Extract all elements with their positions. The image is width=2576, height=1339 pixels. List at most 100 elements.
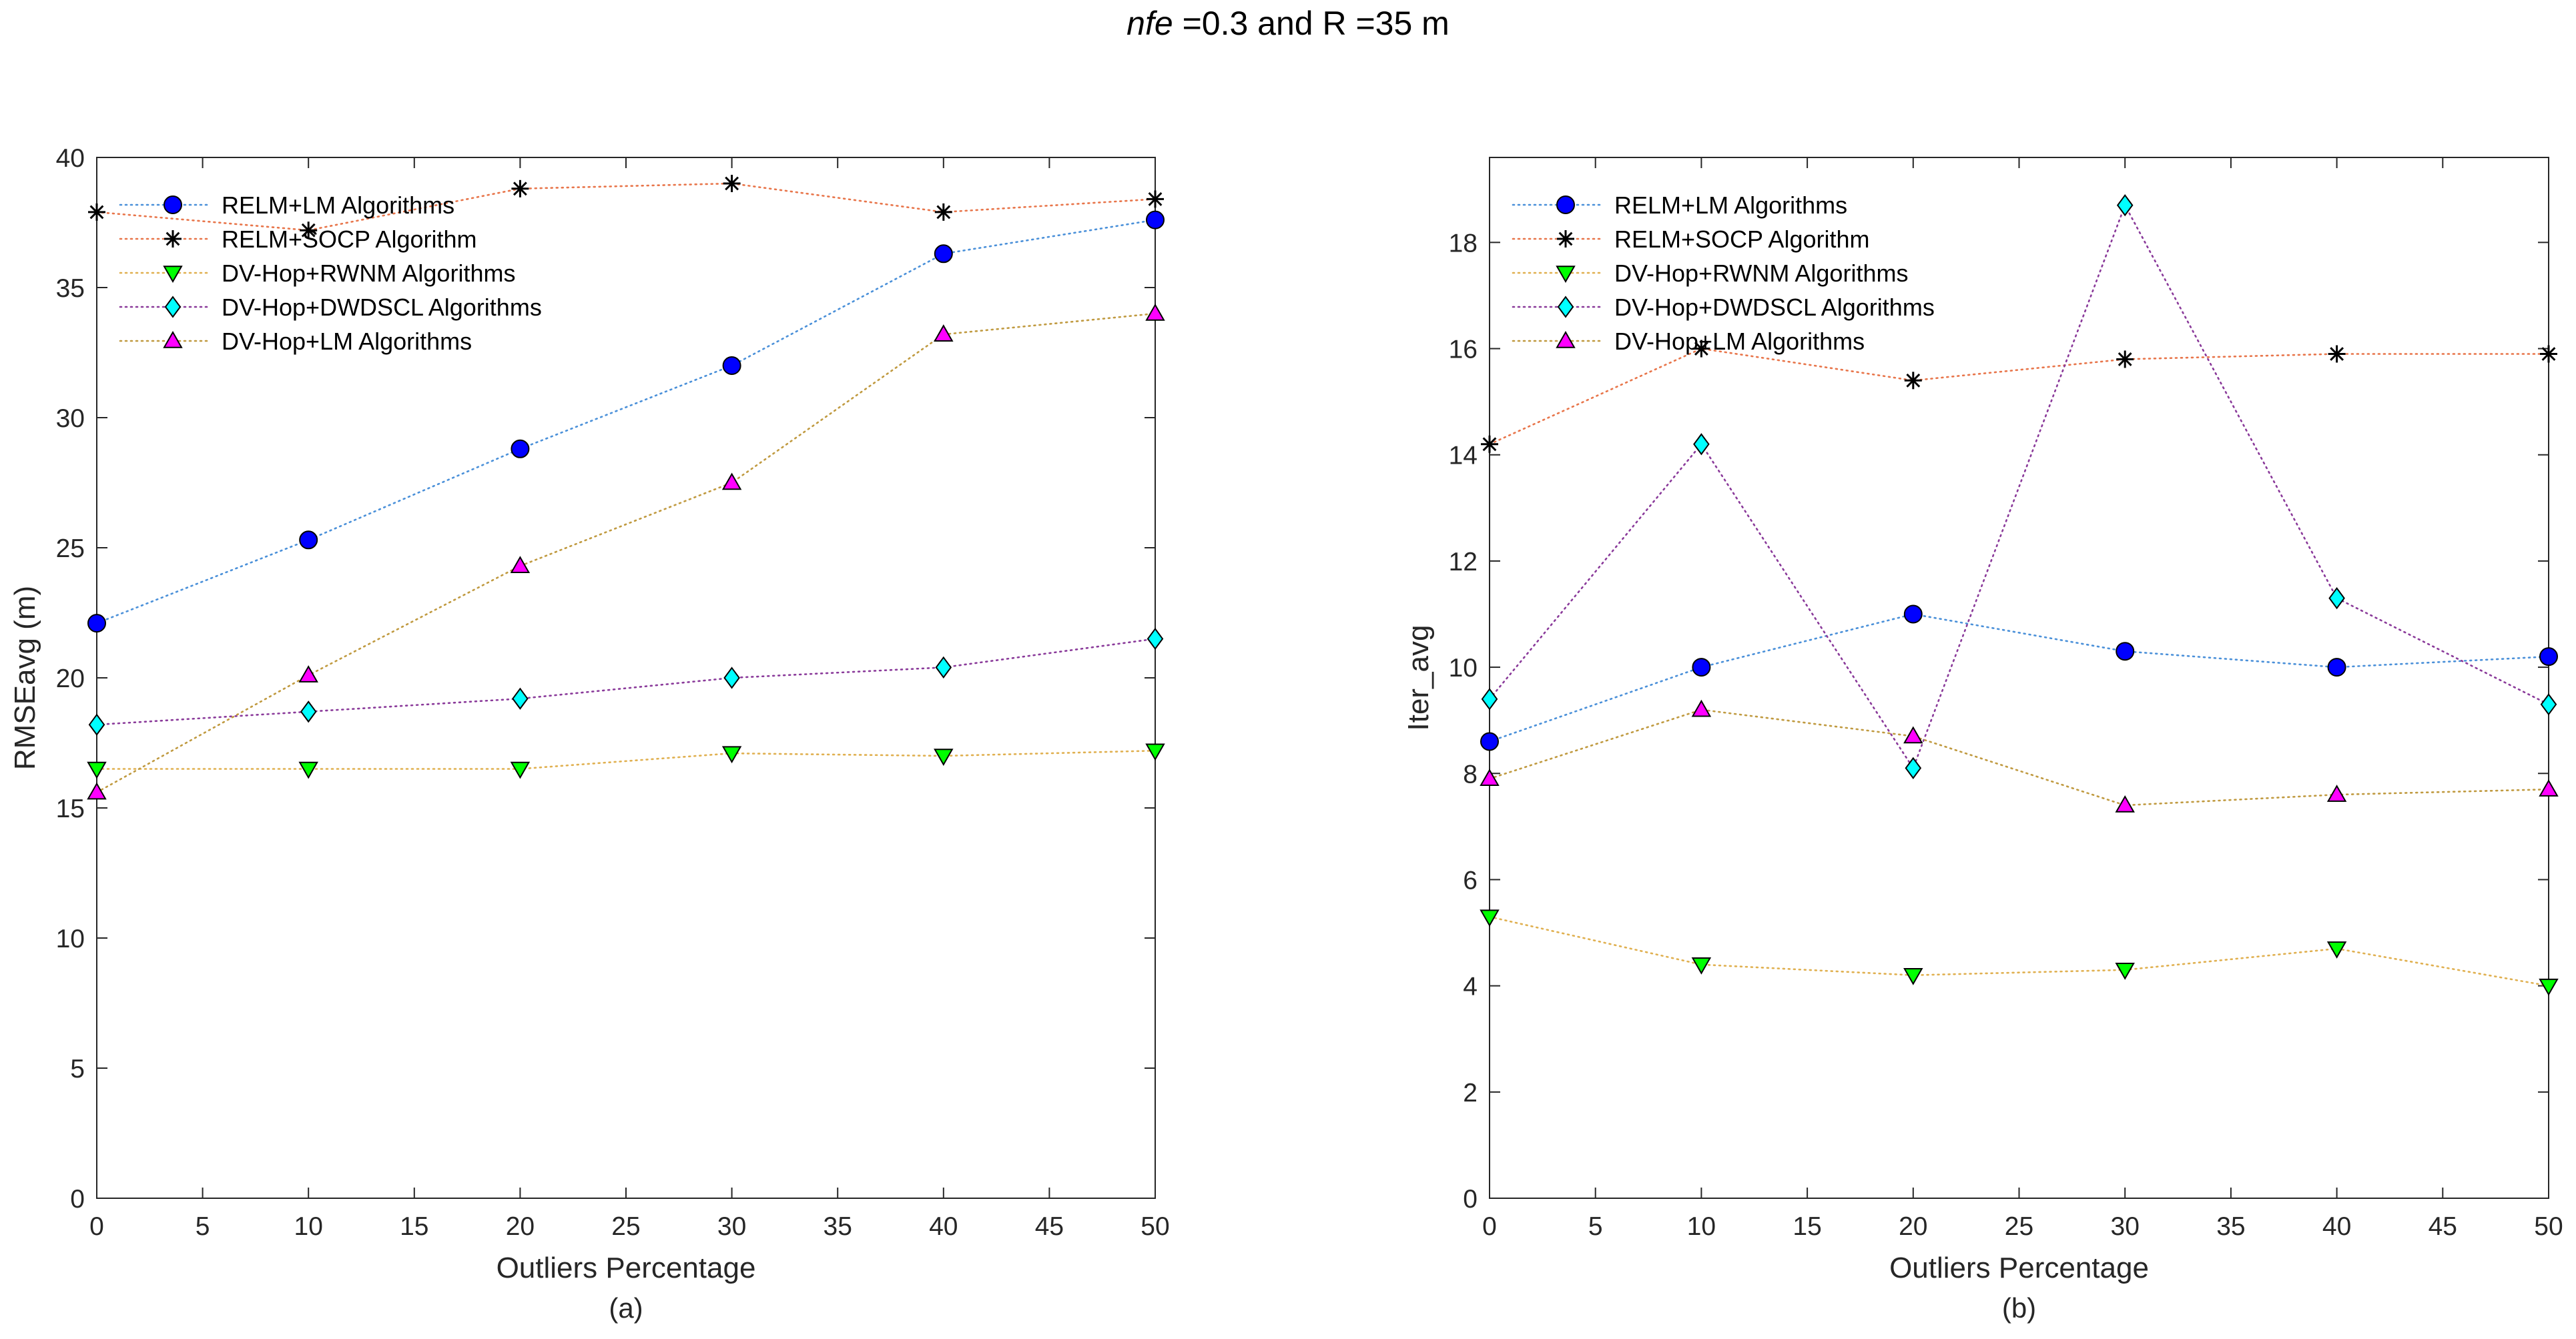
chart-a: 0 5 10 15 20 25 30 35 40 45 50 0 5 10 15 20 25 30 35 40 Outl… [9, 144, 1170, 1324]
data-point [2539, 779, 2559, 797]
x-tick-label: 20 [506, 1212, 535, 1241]
y-tick-label: 10 [56, 925, 85, 953]
x-tick-label: 10 [1687, 1212, 1716, 1241]
data-point [1903, 726, 1923, 744]
data-point-stroke-d2 [2118, 352, 2132, 366]
data-point [723, 175, 741, 192]
x-tick-label: 0 [89, 1212, 104, 1241]
series-line [95, 749, 1157, 770]
y-tick-label: 25 [56, 534, 85, 563]
figure-title-rest: =0.3 and R =35 m [1173, 5, 1450, 42]
y-tick-label: 6 [1463, 866, 1478, 895]
x-tick-label: 40 [2322, 1212, 2351, 1241]
data-point [299, 530, 318, 550]
legend-marker [1556, 195, 1575, 214]
y-tick-label: 15 [56, 795, 85, 823]
data-point [2539, 978, 2559, 996]
y-axis-label: RMSEavg (m) [9, 586, 41, 770]
data-point [2328, 345, 2346, 363]
data-point [1481, 435, 1498, 453]
data-point-stroke-d2 [1694, 342, 1708, 356]
data-point [2328, 586, 2345, 610]
data-point [88, 203, 105, 221]
series-line [95, 182, 1157, 232]
y-tick-label: 40 [56, 144, 85, 173]
data-point [723, 666, 740, 689]
data-point [2115, 963, 2135, 980]
data-point-stroke-d2 [1482, 437, 1497, 452]
data-point-stroke-d2 [513, 181, 527, 196]
data-point [1903, 604, 1923, 624]
x-tick-label: 5 [1588, 1212, 1603, 1241]
legend-marker [164, 230, 182, 248]
data-point [1903, 967, 1923, 985]
data-point [934, 324, 954, 342]
x-tick-label: 5 [196, 1212, 210, 1241]
y-axis-label: Iter_avg [1402, 625, 1435, 731]
series-line [1488, 203, 2550, 771]
series-asterisk [1481, 340, 2557, 453]
y-tick-label: 35 [56, 274, 85, 303]
series-diamond [1481, 194, 2557, 779]
data-point [934, 749, 954, 767]
y-tick-label: 18 [1449, 229, 1478, 258]
x-tick-label: 0 [1482, 1212, 1497, 1241]
x-tick-label: 35 [2216, 1212, 2245, 1241]
data-point [1905, 757, 1922, 779]
x-tick-label: 35 [824, 1212, 852, 1241]
legend-marker [164, 195, 182, 214]
x-axis-label: Outliers Percentage [497, 1252, 756, 1284]
data-point [2539, 647, 2558, 666]
legend-b: RELM+LM Algorithms RELM+SOCP Algorithm DV-… [1512, 191, 1935, 355]
legend-label: RELM+LM Algorithms [222, 191, 454, 219]
data-point [1904, 372, 1922, 390]
data-point [2540, 693, 2557, 716]
data-point [1147, 627, 1164, 650]
y-tick-label: 16 [1449, 336, 1478, 364]
data-point [2116, 642, 2135, 661]
data-point [2327, 658, 2346, 677]
data-point-stroke-d2 [936, 205, 951, 219]
legend-label: DV-Hop+DWDSCL Algorithms [222, 294, 542, 321]
data-point [2116, 194, 2134, 217]
data-point [1480, 732, 1499, 751]
y-tick-label: 8 [1463, 760, 1478, 789]
legend-marker [1556, 330, 1576, 348]
chart-b: 0 5 10 15 20 25 30 35 40 45 50 0 2 4 6 8 10 12 14 16 18 Outli… [1402, 157, 2563, 1324]
data-point [511, 179, 529, 197]
data-point [512, 687, 529, 710]
series-triangle-up [1480, 699, 2559, 813]
legend-label: DV-Hop+RWNM Algorithms [1614, 260, 1908, 287]
legend-label: DV-Hop+LM Algorithms [1614, 328, 1865, 355]
data-point [2115, 795, 2135, 813]
data-point [2326, 785, 2347, 802]
y-tick-label: 14 [1449, 442, 1478, 470]
data-point [510, 761, 531, 779]
x-tick-label: 40 [929, 1212, 958, 1241]
x-tick-label: 45 [1035, 1212, 1064, 1241]
data-point-stroke-d2 [2330, 347, 2344, 361]
data-point [1481, 688, 1498, 711]
series-triangle-down [87, 743, 1165, 779]
y-tick-label: 4 [1463, 973, 1478, 1001]
data-point [1147, 190, 1164, 208]
y-tick-label: 2 [1463, 1079, 1478, 1107]
y-tick-label: 5 [70, 1055, 85, 1083]
data-point [510, 556, 531, 574]
data-point-stroke-d2 [2541, 347, 2556, 361]
legend-marker-stroke-d2 [166, 232, 180, 246]
x-axis-label: Outliers Percentage [1889, 1252, 2149, 1284]
series-line [1488, 613, 2550, 743]
series-diamond [88, 627, 1164, 736]
series-line [1488, 915, 2550, 987]
data-point [1691, 699, 1712, 717]
data-point [300, 701, 317, 723]
data-point [298, 665, 318, 683]
legend-label: RELM+SOCP Algorithm [222, 226, 476, 253]
data-point [1145, 743, 1165, 761]
series-line [95, 312, 1157, 793]
data-point [511, 439, 530, 458]
series-line [95, 638, 1157, 726]
data-point [2326, 941, 2347, 959]
series-triangle-down [1480, 909, 2559, 996]
